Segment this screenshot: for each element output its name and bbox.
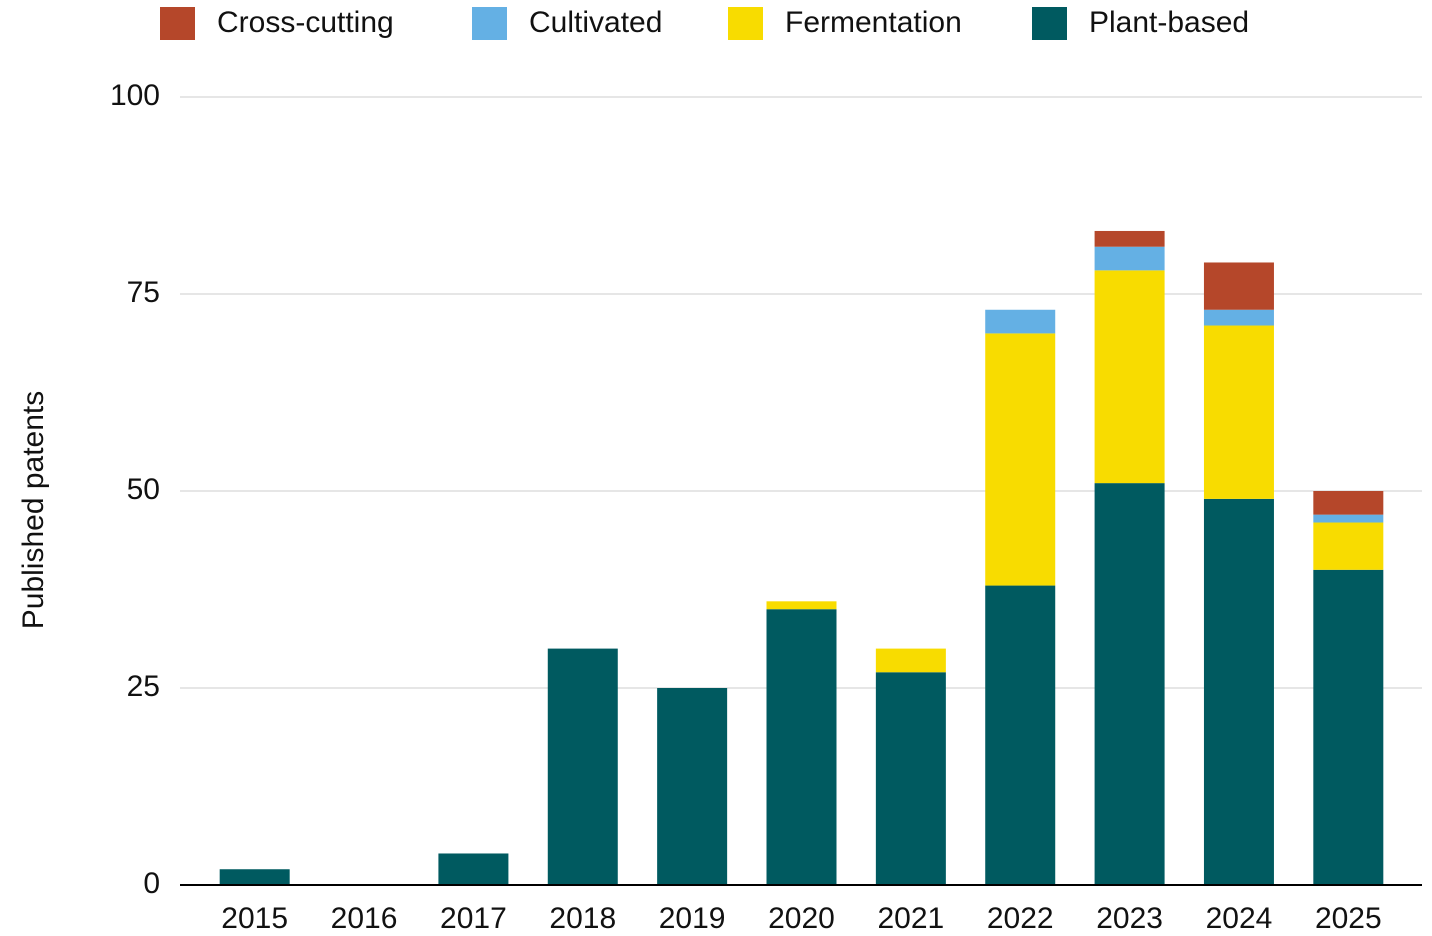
- bar-segment: [985, 333, 1056, 586]
- x-tick-label: 2017: [440, 902, 507, 935]
- x-tick-label: 2022: [987, 902, 1054, 935]
- bar-segment: [766, 601, 837, 610]
- y-tick-label: 100: [110, 79, 160, 112]
- legend-swatch: [160, 7, 195, 40]
- bar-segment: [1313, 522, 1384, 570]
- y-tick-label: 50: [127, 473, 160, 506]
- bar-segment: [1203, 309, 1274, 326]
- bar-segment: [547, 648, 618, 885]
- x-tick-label: 2021: [877, 902, 944, 935]
- bar-segment: [1094, 270, 1165, 484]
- legend-swatch: [1032, 7, 1067, 40]
- x-tick-label: 2023: [1096, 902, 1163, 935]
- bar-segment: [219, 869, 290, 885]
- bar-segment: [875, 672, 946, 885]
- legend-label: Cultivated: [529, 6, 662, 39]
- y-tick-label: 25: [127, 670, 160, 703]
- legend-swatch: [728, 7, 763, 40]
- bar-segment: [438, 853, 509, 885]
- bar-segment: [1313, 514, 1384, 523]
- x-tick-label: 2015: [221, 902, 288, 935]
- bar-segment: [766, 609, 837, 885]
- bar-segment: [875, 648, 946, 673]
- y-tick-label: 75: [127, 276, 160, 309]
- x-tick-label: 2016: [331, 902, 398, 935]
- legend-label: Cross-cutting: [217, 6, 394, 39]
- bar-segment: [1094, 246, 1165, 271]
- bar-segment: [1094, 230, 1165, 247]
- legend-label: Fermentation: [785, 6, 962, 39]
- bar-segment: [1313, 491, 1384, 515]
- bar-segment: [985, 309, 1056, 334]
- x-tick-label: 2024: [1206, 902, 1273, 935]
- x-tick-label: 2019: [659, 902, 726, 935]
- bar-segment: [657, 688, 728, 885]
- legend-swatch: [472, 7, 507, 40]
- bar-segment: [1094, 483, 1165, 885]
- x-tick-label: 2025: [1315, 902, 1382, 935]
- bar-segment: [985, 585, 1056, 885]
- legend-label: Plant-based: [1089, 6, 1249, 39]
- x-tick-label: 2018: [549, 902, 616, 935]
- bar-segment: [1313, 569, 1384, 885]
- y-tick-label: 0: [143, 867, 160, 900]
- bar-segment: [1203, 325, 1274, 499]
- x-tick-label: 2020: [768, 902, 835, 935]
- bar-segment: [1203, 262, 1274, 310]
- bar-segment: [1203, 498, 1274, 885]
- y-axis-label: Published patents: [17, 391, 50, 630]
